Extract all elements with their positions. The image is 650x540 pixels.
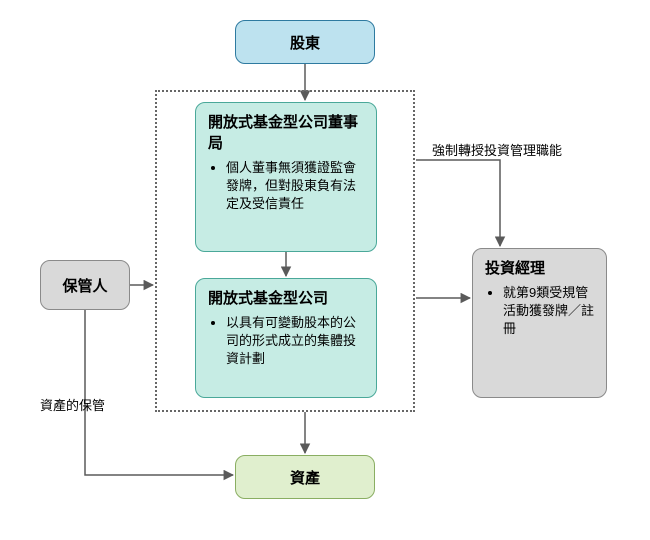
- shareholder-label: 股東: [290, 32, 320, 53]
- label-delegate: 強制轉授投資管理職能: [432, 140, 562, 159]
- assets-label: 資產: [290, 467, 320, 488]
- node-ofc: 開放式基金型公司 以具有可變動股本的公司的形式成立的集體投資計劃: [195, 278, 377, 398]
- node-shareholder: 股東: [235, 20, 375, 64]
- custodian-label: 保管人: [62, 275, 107, 296]
- board-bullet: 個人董事無須獲證監會發牌，但對股東負有法定及受信責任: [226, 159, 364, 214]
- node-assets: 資產: [235, 455, 375, 499]
- node-board: 開放式基金型公司董事局 個人董事無須獲證監會發牌，但對股東負有法定及受信責任: [195, 102, 377, 252]
- board-bullets: 個人董事無須獲證監會發牌，但對股東負有法定及受信責任: [208, 159, 364, 214]
- ofc-bullets: 以具有可變動股本的公司的形式成立的集體投資計劃: [208, 314, 364, 369]
- invmgr-bullet: 就第9類受規管活動獲發牌／註冊: [503, 284, 594, 339]
- board-title: 開放式基金型公司董事局: [208, 111, 364, 153]
- node-custodian: 保管人: [40, 260, 130, 310]
- ofc-bullet: 以具有可變動股本的公司的形式成立的集體投資計劃: [226, 314, 364, 369]
- node-invmgr: 投資經理 就第9類受規管活動獲發牌／註冊: [472, 248, 607, 398]
- invmgr-title: 投資經理: [485, 257, 594, 278]
- label-custody: 資產的保管: [40, 395, 105, 414]
- invmgr-bullets: 就第9類受規管活動獲發牌／註冊: [485, 284, 594, 339]
- ofc-title: 開放式基金型公司: [208, 287, 364, 308]
